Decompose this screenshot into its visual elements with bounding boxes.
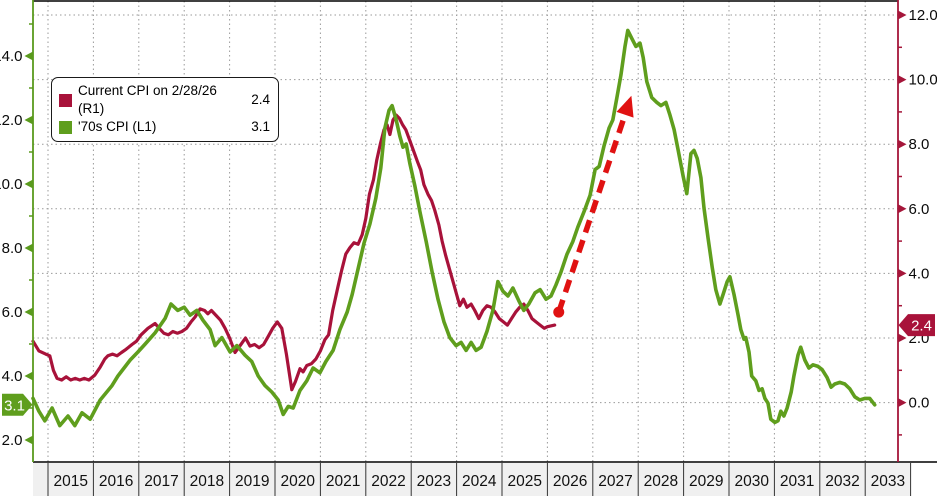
right-axis-value-badge: 2.4 — [898, 314, 935, 337]
right-axis-tick-label: 8.0 — [909, 136, 930, 153]
gridlines — [33, 1, 898, 462]
year-label: 2026 — [553, 473, 587, 490]
badge-shape — [2, 393, 33, 416]
year-label: 2021 — [326, 473, 360, 490]
right-axis-tick-label: 0.0 — [909, 395, 930, 412]
left-axis-tick-label: 2.0 — [2, 432, 23, 449]
left-axis-tick-label: 10.0 — [0, 176, 23, 193]
right-tick-marker-icon — [898, 268, 907, 278]
right-tick-marker-icon — [898, 333, 907, 343]
year-label: 2019 — [235, 473, 269, 490]
badge-text: 3.1 — [4, 397, 25, 414]
right-axis-tick-label: 4.0 — [909, 265, 930, 282]
year-label: 2023 — [417, 473, 451, 490]
series-line-current-cpi — [31, 113, 557, 392]
right-tick-marker-icon — [898, 398, 907, 408]
legend: Current CPI on 2/28/26 (R1) 2.4 '70s CPI… — [51, 77, 279, 142]
year-label: 2022 — [371, 473, 405, 490]
year-label: 2027 — [598, 473, 632, 490]
badge-shape — [898, 314, 935, 337]
right-axis-tick-label: 6.0 — [909, 201, 930, 218]
right-axis-tick-label: 12.0 — [909, 7, 937, 24]
right-tick-marker-icon — [898, 10, 907, 20]
left-axis-tick-label: 14.0 — [0, 48, 23, 65]
year-label: 2024 — [462, 473, 497, 490]
trend-arrow-start-dot — [553, 306, 565, 318]
left-tick-marker-icon — [24, 115, 33, 125]
legend-label-seventies-cpi: '70s CPI (L1) — [78, 119, 157, 134]
trend-arrow-shaft — [556, 113, 628, 314]
series-line-seventies-cpi — [31, 28, 877, 428]
year-label: 2031 — [780, 473, 814, 490]
x-axis: 2015 2016 2017 2018 2019 2020 2021 2022 2023 2024… — [47, 463, 912, 496]
legend-value-seventies-cpi: 3.1 — [251, 119, 270, 134]
left-tick-marker-icon — [24, 307, 33, 317]
left-tick-marker-icon — [24, 243, 33, 253]
right-axis-tick-label: 10.0 — [909, 72, 937, 89]
x-axis-band — [33, 463, 911, 496]
series-swatch-current-cpi-icon — [59, 93, 72, 107]
legend-item-seventies-cpi: '70s CPI (L1) 3.1 — [59, 118, 270, 136]
year-label: 2017 — [144, 473, 178, 490]
left-axis-tick-label: 12.0 — [0, 112, 23, 129]
right-tick-marker-icon — [898, 75, 907, 85]
legend-value-current-cpi: 2.4 — [251, 92, 270, 107]
year-label: 2030 — [734, 473, 769, 490]
series-swatch-seventies-cpi-icon — [59, 120, 72, 134]
trend-arrow — [553, 95, 634, 318]
left-axis-value-badge: 3.1 — [2, 393, 33, 416]
left-axis-tick-label: 4.0 — [2, 368, 23, 385]
year-label: 2032 — [825, 473, 859, 490]
year-label: 2033 — [871, 473, 905, 490]
trend-arrowhead-icon — [616, 95, 634, 118]
left-tick-marker-icon — [24, 51, 33, 61]
left-axis-tick-label: 6.0 — [2, 304, 23, 321]
right-tick-marker-icon — [898, 204, 907, 214]
left-axis-tick-label: 8.0 — [2, 240, 23, 257]
year-label: 2015 — [53, 473, 87, 490]
legend-label-current-cpi: Current CPI on 2/28/26 (R1) — [78, 83, 217, 116]
legend-item-current-cpi: Current CPI on 2/28/26 (R1) 2.4 — [59, 82, 270, 118]
year-label: 2028 — [644, 473, 678, 490]
left-axis: 14.0 12.0 10.0 8.0 6.0 4.0 2.0 — [0, 23, 34, 449]
left-tick-marker-icon — [24, 371, 33, 381]
year-label: 2018 — [190, 473, 224, 490]
year-label: 2025 — [507, 473, 541, 490]
year-label: 2029 — [689, 473, 723, 490]
badge-text: 2.4 — [911, 318, 932, 335]
year-label: 2020 — [280, 473, 315, 490]
right-tick-marker-icon — [898, 139, 907, 149]
right-axis: 12.010.08.06.04.02.00.0 — [897, 7, 937, 436]
year-label: 2016 — [99, 473, 133, 490]
left-tick-marker-icon — [24, 179, 33, 189]
left-tick-marker-icon — [24, 435, 33, 445]
